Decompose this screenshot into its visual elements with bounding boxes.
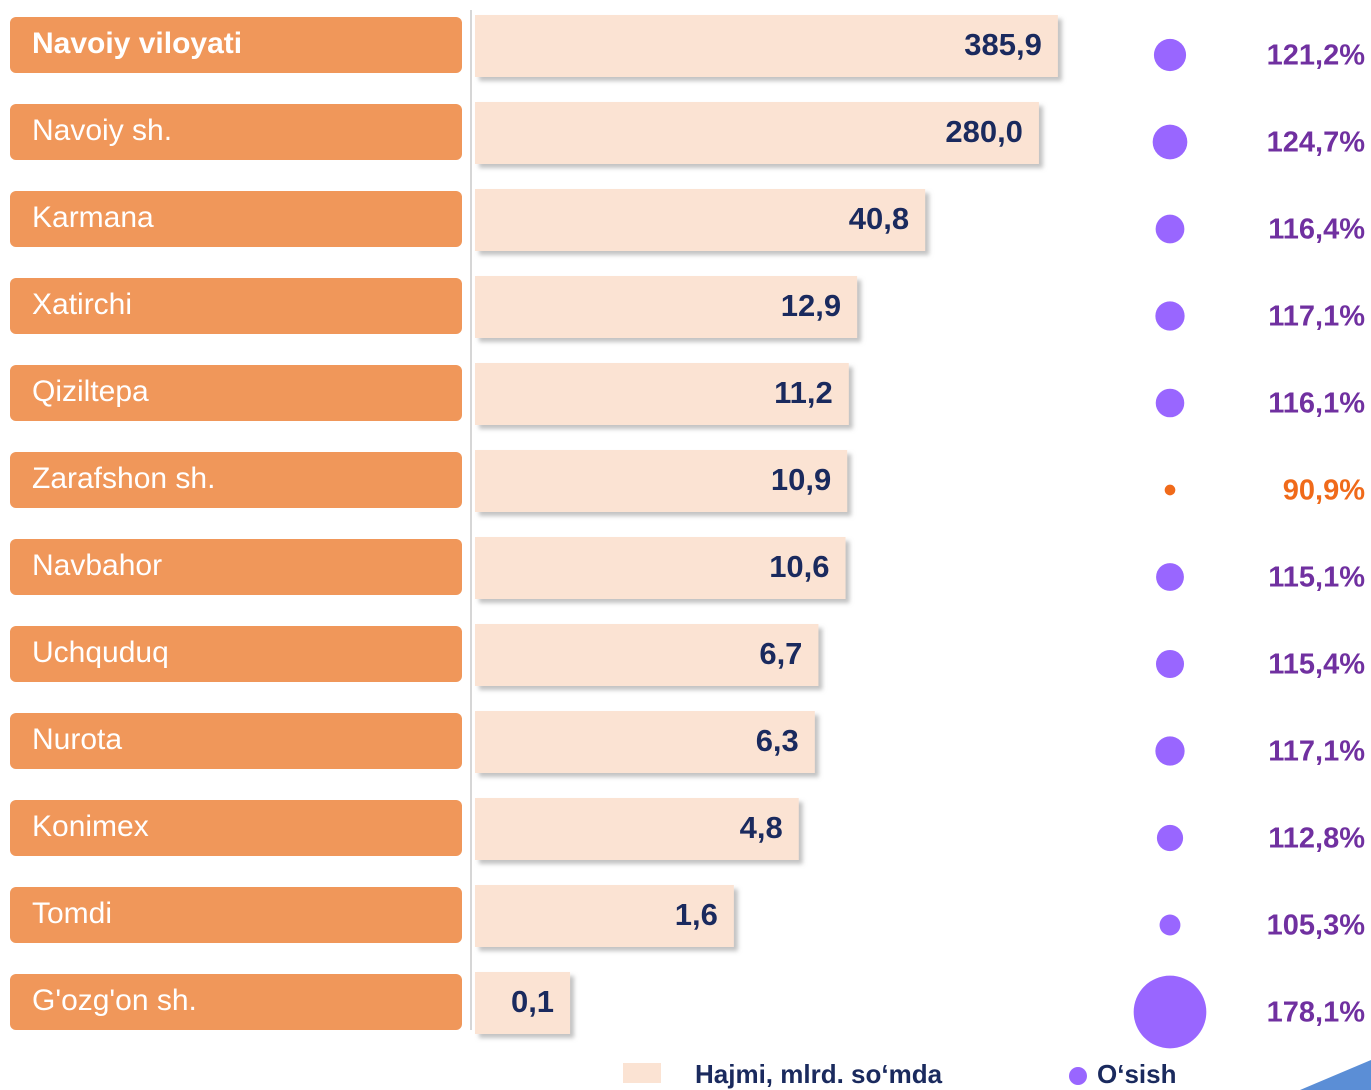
- growth-label: 116,4%: [1268, 214, 1365, 246]
- value-label: 10,6: [769, 549, 829, 584]
- bar: [475, 102, 1039, 164]
- category-label: G'ozg'on sh.: [32, 984, 197, 1017]
- bar: [475, 363, 849, 425]
- value-label: 40,8: [849, 201, 909, 236]
- value-label: 6,7: [759, 636, 802, 671]
- bar: [475, 15, 1058, 77]
- category-label: Konimex: [32, 810, 149, 843]
- value-label: 1,6: [675, 897, 718, 932]
- category-label: Qiziltepa: [32, 375, 149, 408]
- bubble: [1153, 38, 1187, 72]
- value-label: 4,8: [740, 810, 783, 845]
- growth-label: 105,3%: [1267, 910, 1366, 942]
- category-box: [10, 365, 462, 421]
- growth-label: 112,8%: [1268, 823, 1365, 855]
- category-label: Nurota: [32, 723, 122, 756]
- bubble: [1159, 914, 1181, 936]
- category-box: [10, 887, 462, 943]
- bubble: [1164, 484, 1176, 496]
- bubble: [1155, 649, 1185, 679]
- category-box: [10, 800, 462, 856]
- growth-label: 117,1%: [1268, 736, 1365, 768]
- bar: [475, 972, 571, 1034]
- category-box: [10, 278, 462, 334]
- bar: [475, 276, 858, 338]
- category-box: [10, 713, 462, 769]
- category-label: Navoiy viloyati: [32, 27, 242, 60]
- category-box: [10, 104, 462, 160]
- category-label: Navoiy sh.: [32, 114, 172, 147]
- growth-label: 115,4%: [1268, 649, 1365, 681]
- bubble: [1155, 301, 1185, 331]
- growth-label: 116,1%: [1268, 388, 1365, 420]
- legend-swatch: [623, 1063, 661, 1083]
- bar: [475, 624, 819, 686]
- value-label: 6,3: [756, 723, 799, 758]
- growth-label: 178,1%: [1267, 997, 1366, 1029]
- category-label: Uchquduq: [32, 636, 169, 669]
- category-box: [10, 974, 462, 1030]
- legend-swatch: [1069, 1067, 1087, 1085]
- growth-label: 90,9%: [1283, 475, 1365, 507]
- category-label: Navbahor: [32, 549, 162, 582]
- value-label: 280,0: [945, 114, 1023, 149]
- bar: [475, 798, 799, 860]
- category-box: [10, 17, 462, 73]
- value-label: 12,9: [781, 288, 841, 323]
- value-label: 385,9: [964, 27, 1042, 62]
- category-box: [10, 191, 462, 247]
- growth-label: 121,2%: [1267, 40, 1366, 72]
- category-label: Karmana: [32, 201, 154, 234]
- bar: [475, 537, 846, 599]
- bubble: [1156, 824, 1184, 852]
- growth-label: 115,1%: [1268, 562, 1365, 594]
- legend-label: O‘sish: [1097, 1059, 1176, 1089]
- value-label: 10,9: [771, 462, 831, 497]
- bar: [475, 711, 815, 773]
- category-box: [10, 626, 462, 682]
- category-label: Xatirchi: [32, 288, 132, 321]
- category-box: [10, 539, 462, 595]
- bar: [475, 885, 734, 947]
- category-label: Zarafshon sh.: [32, 462, 215, 495]
- bubble: [1155, 214, 1185, 244]
- value-label: 0,1: [511, 984, 554, 1019]
- bar: [475, 450, 848, 512]
- bubble: [1155, 388, 1185, 418]
- bubble: [1133, 975, 1207, 1049]
- bubble: [1152, 124, 1188, 160]
- legend-label: Hajmi, mlrd. so‘mda: [695, 1059, 943, 1089]
- bubble: [1156, 563, 1184, 591]
- decoration: [1300, 1060, 1371, 1090]
- category-label: Tomdi: [32, 897, 112, 930]
- category-box: [10, 452, 462, 508]
- growth-label: 124,7%: [1267, 127, 1366, 159]
- bubble: [1155, 736, 1185, 766]
- growth-label: 117,1%: [1268, 301, 1365, 333]
- value-label: 11,2: [774, 375, 833, 410]
- bar: [475, 189, 926, 251]
